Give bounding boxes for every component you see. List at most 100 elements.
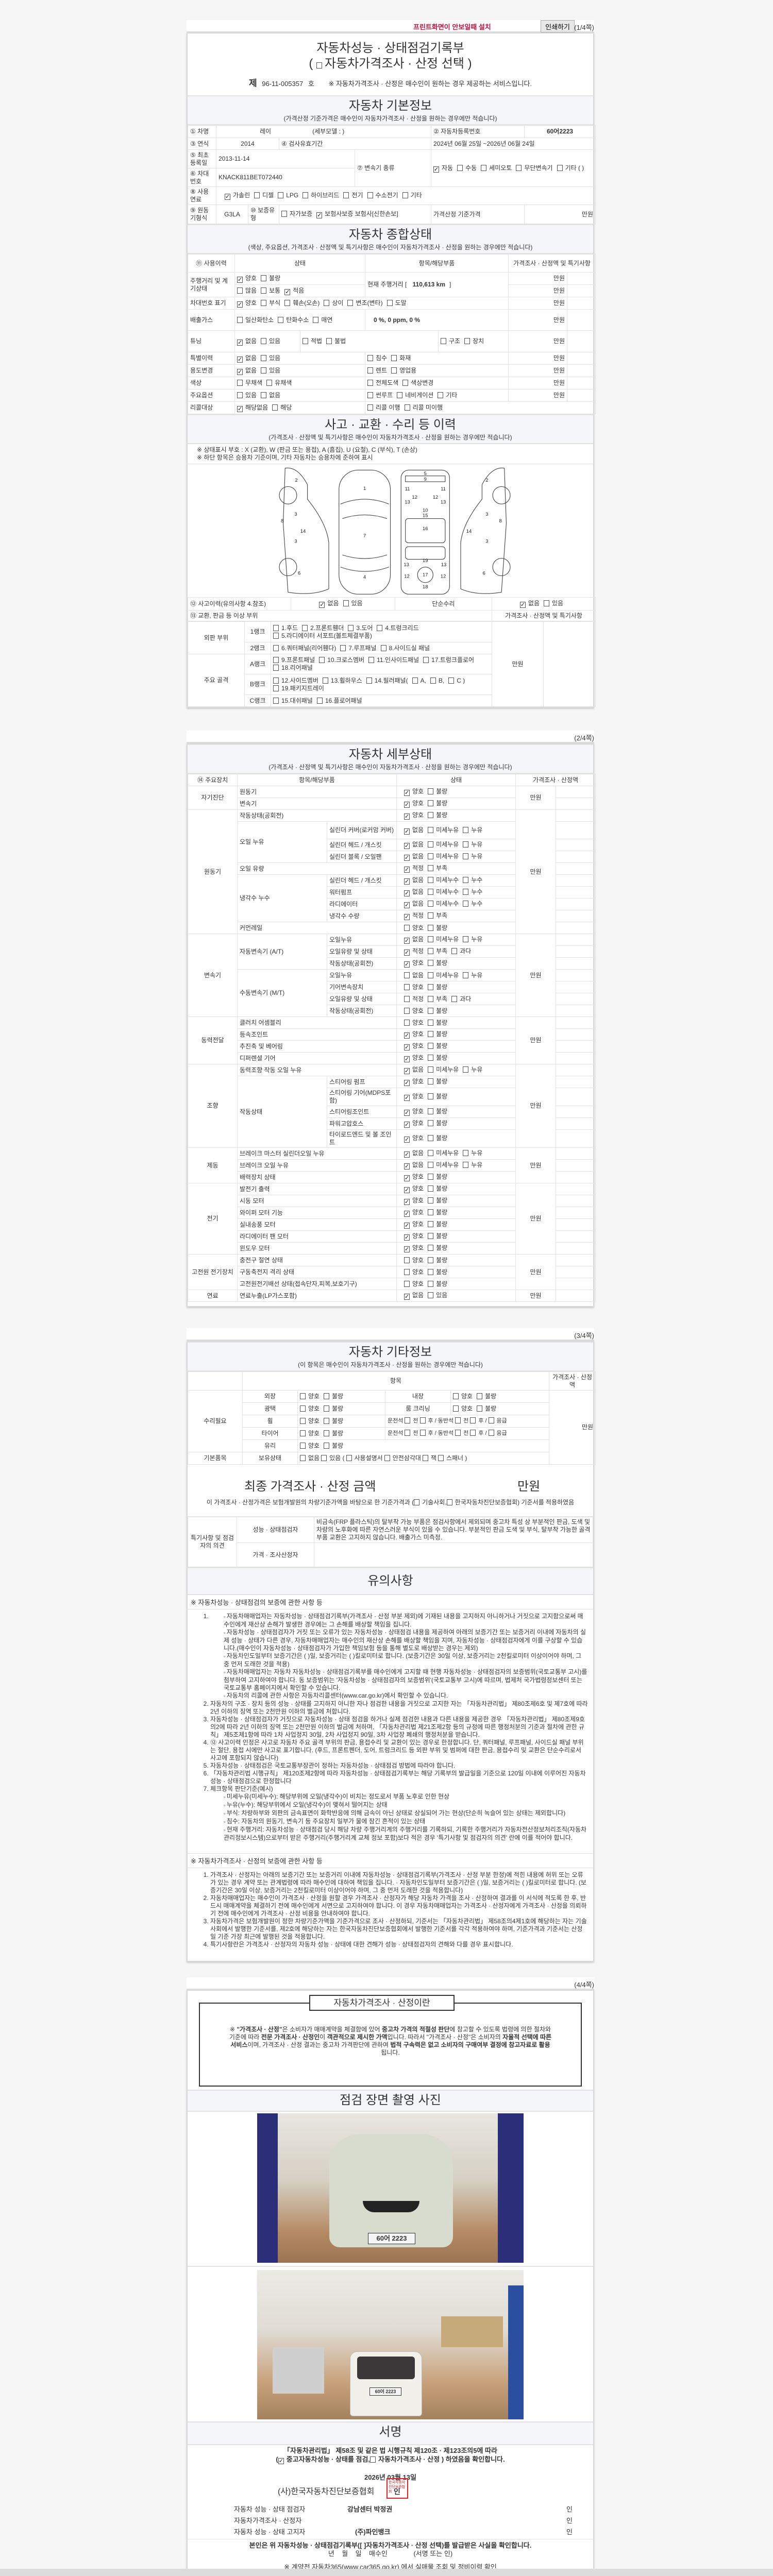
label: ② 자동차등록번호 <box>431 125 525 138</box>
checkbox <box>453 1405 459 1412</box>
checkbox-option: 미세누유 <box>428 841 459 849</box>
checkbox-option: 후 / <box>470 1430 487 1437</box>
definition-segment: 에 참고할 수 있도록 법령에 의한 절차와 기준에 따라 <box>229 2026 551 2041</box>
top-view-lines <box>340 499 389 572</box>
checkbox <box>324 1393 330 1399</box>
caution-item: 체크항목 판단기준(예시)미세누유(미세누수): 해당부위에 오일(냉각수)이 … <box>210 1785 588 1842</box>
checkbox-option: 불량 <box>428 1232 447 1240</box>
checkbox-option: 없음 <box>300 1454 320 1462</box>
checkbox-option: ✓ 없음 <box>404 1066 424 1074</box>
checkbox-option: ✓ 양호 <box>404 959 424 968</box>
checkbox-option: 있음 <box>544 600 563 607</box>
checkbox-option: 불량 <box>428 1221 447 1228</box>
option-label: 전 <box>463 1430 469 1436</box>
checkbox <box>463 889 469 895</box>
wheel-icon <box>279 486 297 504</box>
option-label: 양호 <box>412 1042 424 1049</box>
option-label: 불량 <box>436 1244 448 1251</box>
checkbox <box>422 1455 428 1461</box>
checkbox-option: 미세누유 <box>428 1066 459 1074</box>
appraisal-option: 자동차가격조사 · 산정 ) 하였음을 확인합니다. <box>378 2455 505 2463</box>
checkbox-option: 일산화탄소 <box>237 316 274 324</box>
price-unit: 만원 <box>508 352 568 365</box>
checkbox-option: 누유 <box>463 1066 482 1074</box>
checkbox-group: 전체도색 색상변경 <box>367 379 438 386</box>
checkbox: ✓ <box>433 166 439 173</box>
option-label: 11.인사이드패널 <box>377 656 419 664</box>
option-label: 누수 <box>471 888 483 895</box>
checkbox-group: 적법 불법 <box>303 337 350 345</box>
sub-item-label: 작동상태(공회전) <box>326 1005 397 1017</box>
checkbox: ✓ <box>237 368 243 375</box>
option-label: 양호 <box>308 1417 320 1425</box>
option-label: 19.패키지트레이 <box>281 684 324 692</box>
definition-segment: 법적 구속력은 없고 소비자의 구매여부 결정에 참고자료로 활용 <box>390 2041 550 2048</box>
col-header: 상태 <box>234 254 365 273</box>
price-unit: 만원 <box>515 934 557 1017</box>
checkbox <box>428 1292 434 1298</box>
record-number: 96-11-005357 <box>262 80 304 88</box>
checkbox-group: 15.대쉬패널 16.플로어패널 <box>273 697 366 704</box>
row-label: 외장 <box>242 1390 298 1403</box>
checkbox: ✓ <box>404 1199 410 1205</box>
checkbox-option: C ) <box>448 677 465 685</box>
option-label: 있음 <box>245 392 257 399</box>
checkbox-group: 렌트 영업용 <box>367 367 421 374</box>
final-price-value: 만원 <box>517 1480 541 1494</box>
law-reference: 「자동차관리법」 제58조 및 같은 법 시행규칙 제120조 · 제123조의… <box>283 2447 497 2454</box>
option-label: 네비게이션 <box>405 392 434 399</box>
caution-item: 자동차가격은 보험개발원이 정한 차량기준가액을 기준가격으로 조사 · 산정하… <box>210 1918 588 1941</box>
checkbox-group: 6.쿼터패널(리어휀다) 7.루프패널 8.사이드실 패널 <box>273 645 434 652</box>
checkbox <box>428 936 434 942</box>
option-label: 양호 <box>412 959 424 967</box>
legend-note: ※ 하단 항목은 승용차 기준이며, 기타 자동차는 승용차에 준하여 표시 <box>197 454 373 461</box>
checkbox-option: 미세누유 <box>428 1161 459 1169</box>
checkbox-option: 장치 <box>464 337 484 345</box>
checkbox: ✓ <box>319 602 325 608</box>
option-label: 기타 ( ) <box>565 164 584 172</box>
caution-subitem: 자동차매매업자는 자동차 자동차성능 · 상태점검기록부를 매수인에게 고지할 … <box>224 1668 588 1692</box>
option-label: 누유 <box>471 853 483 860</box>
row-label: 튜닝 <box>188 330 235 352</box>
checkbox-option: ✓ 없음 <box>404 1292 424 1300</box>
checkbox-option: 2.프론트휀더 <box>302 624 344 632</box>
option-label: 부족 <box>436 947 448 955</box>
option-label: 불량 <box>436 1197 448 1204</box>
option-label: 하이브리드 <box>311 192 340 199</box>
option-label: 없음 <box>412 853 424 860</box>
option-label: 양호 <box>412 1280 424 1287</box>
option-label: 누유 <box>471 936 483 943</box>
option-label: 양호 <box>412 983 424 991</box>
base-price: 만원 <box>524 205 596 224</box>
caution-text: 체크항목 판단기준(예시) <box>210 1785 273 1792</box>
row-label: ⑬ 교환, 판금 등 이상 부위 <box>188 610 492 621</box>
checkbox-option: 훼손(오손) <box>284 299 320 307</box>
definition-segment: 중고차 가격의 적절성 판단 <box>381 2026 450 2033</box>
print-install-link[interactable]: 프린트화면이 안보일때 설치 <box>413 23 491 31</box>
checkbox-option: 과다 <box>451 995 471 1003</box>
item-label: 라디에이터 팬 모터 <box>237 1230 397 1243</box>
sub-item-label: 스티어링조인트 <box>326 1106 397 1118</box>
print-button[interactable]: 인쇄하기 <box>541 20 575 32</box>
checkbox-option: ✓ 양호 <box>404 1197 424 1205</box>
checkbox-option: ✓ 양호 <box>404 1244 424 1252</box>
checkbox: ✓ <box>404 1122 410 1128</box>
option-label: 양호 <box>412 1256 424 1264</box>
checkbox-option: 변조(변타) <box>347 299 383 307</box>
official-seal: 한국자동차진단보증협회 <box>386 2478 408 2499</box>
section-subtitle: (색상, 주요옵션, 가격조사 · 산정액 및 특기사항은 매수인이 자동차가격… <box>248 244 533 251</box>
checkbox-option: 19.패키지트레이 <box>273 685 324 692</box>
part-number-label: 13 <box>441 499 446 504</box>
item-label: 오일 유량 <box>237 862 397 875</box>
checkbox-option: 미세누유 <box>428 1149 459 1157</box>
checkbox <box>428 1135 434 1141</box>
option-label: 불량 <box>436 811 448 819</box>
checkbox-option: 양호 <box>300 1442 320 1450</box>
checkbox <box>451 995 458 1002</box>
option-label: 자가보증 <box>290 210 313 217</box>
sub-item-label: 스티어링 기어(MDPS포함) <box>326 1088 397 1106</box>
part-number-label: 14 <box>300 528 306 534</box>
checkbox-option: 네비게이션 <box>397 392 433 399</box>
caution-text: 「자동차관리법 시행규칙」 제120조제2항에 따라 자동차성능 · 상태점검기… <box>210 1770 586 1785</box>
checkbox-group: 양호 불량 <box>453 1393 500 1400</box>
